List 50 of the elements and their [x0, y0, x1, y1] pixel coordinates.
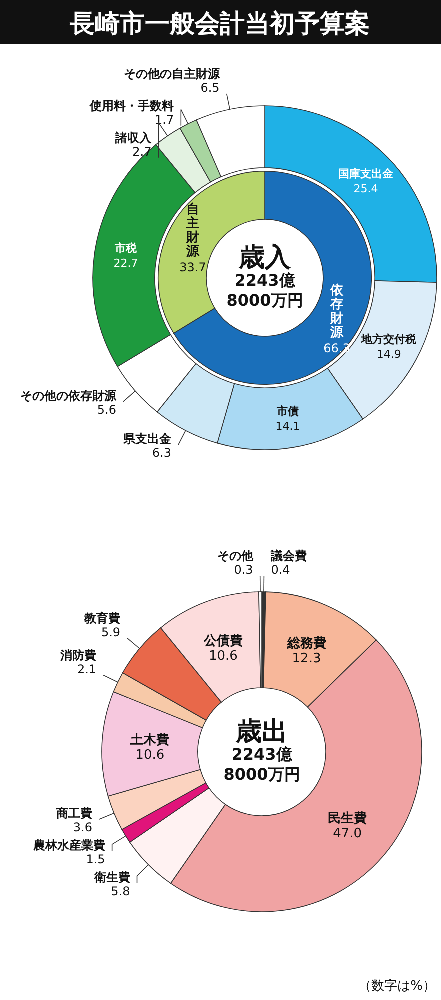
slice-label: その他	[217, 549, 254, 564]
slice-label: その他の依存財源	[20, 388, 118, 403]
data-label: 10.6	[208, 648, 238, 664]
data-label: 6.5	[200, 80, 220, 95]
slice-label: 商工費	[55, 806, 92, 821]
slice-label: 総務費	[286, 636, 326, 652]
data-label: 14.1	[276, 420, 300, 434]
text: 歳出	[235, 717, 288, 747]
data-label: 1.7	[155, 112, 174, 127]
slice-label: 教育費	[84, 611, 121, 626]
text: 2243億	[232, 745, 294, 764]
slice-label: 地方交付税	[360, 333, 418, 346]
slice-label: 農林水産業費	[32, 838, 106, 853]
data-label: 0.3	[234, 563, 254, 578]
data-label: 2.1	[77, 662, 97, 676]
slice-label: 民生費	[328, 811, 368, 826]
slice-label: 市債	[276, 405, 299, 418]
data-label: 47.0	[333, 826, 362, 842]
text: 8000万円	[226, 291, 304, 310]
text: 8000万円	[224, 765, 300, 784]
data-label: 5.6	[97, 402, 116, 417]
data-label: 5.8	[111, 884, 130, 899]
data-label: 14.9	[376, 348, 402, 362]
data-label: 10.6	[136, 748, 165, 764]
slice-label: 土木費	[130, 733, 170, 748]
slice-label: 国庫支出金	[338, 168, 395, 181]
slice-label: その他の自主財源	[124, 66, 221, 81]
data-label: 0.4	[271, 563, 290, 578]
data-label: 33.7	[180, 260, 206, 275]
slice-label: 使用料・手数料	[89, 98, 174, 113]
text: 2243億	[234, 271, 296, 290]
data-label: 3.6	[73, 820, 92, 835]
slice-label: 依存財源	[329, 283, 344, 340]
data-label: 12.3	[292, 651, 322, 666]
data-label: 22.7	[114, 256, 138, 270]
text: （数字は%）	[358, 978, 436, 994]
text: 歳入	[238, 243, 292, 273]
slice-label: 市税	[114, 242, 138, 255]
slice-label: 議会費	[270, 549, 308, 564]
slice-label: 県支出金	[122, 432, 173, 446]
slice-label: 消防費	[60, 648, 97, 662]
data-label: 25.4	[354, 182, 378, 196]
slice-label: 衛生費	[93, 870, 130, 885]
slice-label: 公債費	[202, 634, 243, 649]
slice-label: 自主財源	[186, 202, 201, 260]
data-label: 1.5	[86, 852, 106, 867]
slice-label: 諸収入	[114, 130, 153, 145]
data-label: 5.9	[101, 625, 121, 640]
data-label: 6.3	[152, 446, 172, 460]
chart-title: 長崎市一般会計当初予算案	[69, 9, 370, 38]
